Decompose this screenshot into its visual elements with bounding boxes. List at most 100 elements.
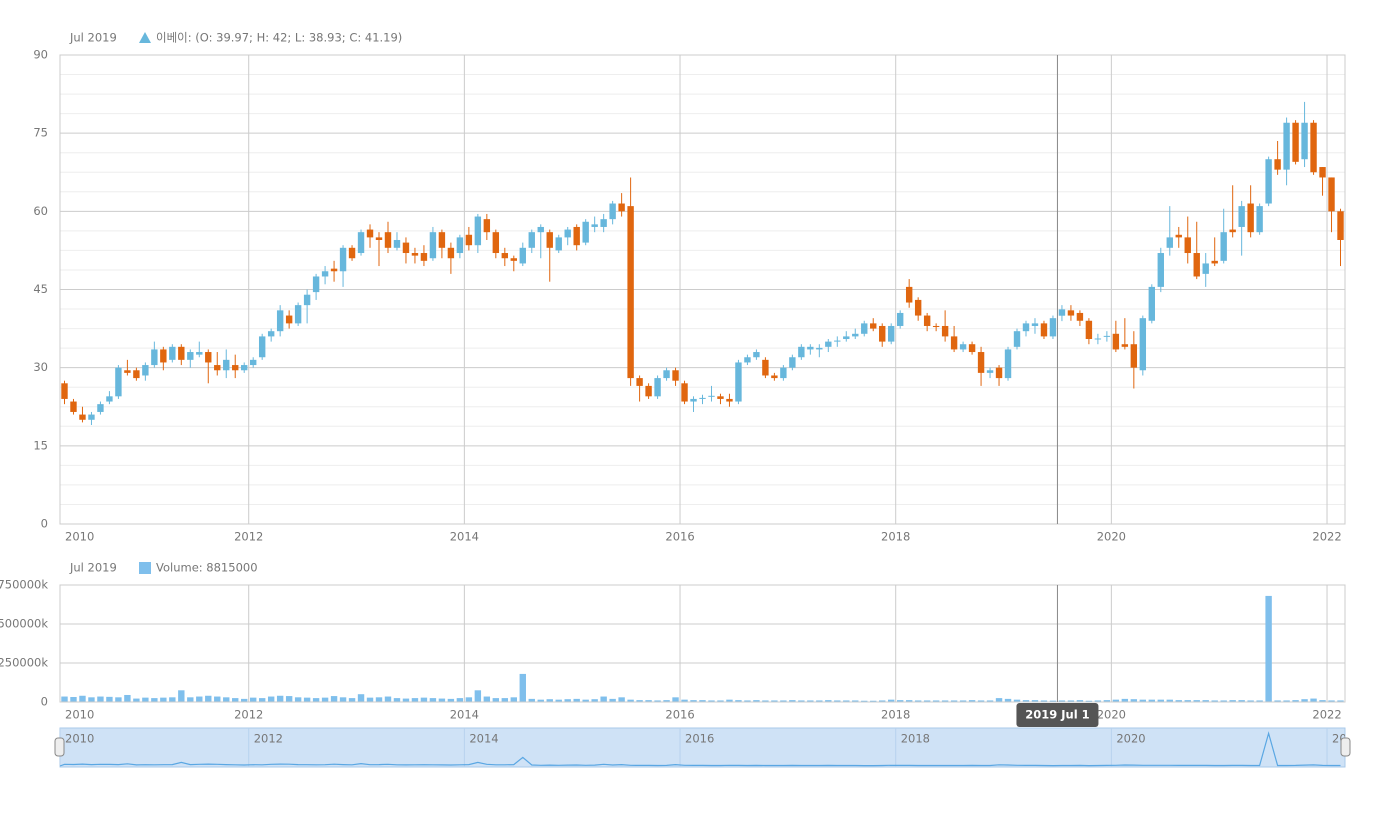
- volume-bar: [1292, 700, 1299, 702]
- candle-body: [393, 239, 401, 248]
- volume-bar: [1094, 700, 1102, 702]
- candle-body: [303, 294, 311, 306]
- candle-body: [142, 365, 149, 376]
- volume-bar: [429, 698, 437, 702]
- volume-bar: [61, 696, 68, 702]
- volume-plot-frame: [59, 584, 1346, 703]
- candle-body: [160, 349, 167, 363]
- candle-body: [753, 352, 760, 358]
- candle-body: [681, 383, 688, 402]
- candle-body: [888, 325, 895, 342]
- volume-bar: [1265, 595, 1272, 702]
- price-legend-icon: [139, 32, 151, 43]
- candle-body: [375, 237, 383, 240]
- volume-bar: [1031, 700, 1039, 702]
- candle-body: [214, 365, 221, 371]
- volume-bar: [276, 695, 284, 702]
- candle-body: [1067, 310, 1075, 316]
- candle-body: [950, 336, 958, 350]
- volume-bar: [852, 700, 859, 702]
- candle-body: [968, 344, 976, 353]
- x-tick-label: 2010: [65, 708, 94, 722]
- volume-bar: [366, 697, 374, 702]
- volume-bar: [789, 700, 796, 702]
- candle-body: [151, 349, 158, 366]
- volume-bar: [1229, 700, 1236, 702]
- candle-body: [1058, 309, 1066, 316]
- navigator-grip-left[interactable]: [54, 737, 65, 757]
- candle-body: [366, 229, 374, 238]
- candle-body: [1094, 338, 1102, 340]
- volume-bar: [870, 700, 877, 702]
- volume-bar: [411, 698, 419, 702]
- candle-body: [798, 346, 805, 358]
- volume-bar: [1184, 700, 1191, 702]
- candle-body: [843, 336, 850, 340]
- volume-bar: [312, 698, 320, 702]
- candle-body: [1166, 237, 1173, 248]
- candle-body: [735, 362, 742, 402]
- candle-body: [312, 276, 320, 293]
- candle-body: [591, 224, 598, 227]
- volume-bar: [1085, 700, 1093, 702]
- candle-body: [1112, 333, 1120, 350]
- candle-body: [510, 258, 517, 261]
- volume-bar: [1157, 699, 1164, 702]
- volume-bar: [1076, 700, 1084, 702]
- navigator[interactable]: [59, 727, 1346, 768]
- candle-body: [456, 237, 464, 254]
- volume-bar: [959, 700, 967, 702]
- volume-bar: [825, 700, 832, 702]
- candle-body: [1040, 323, 1048, 337]
- volume-bar: [645, 700, 652, 702]
- volume-bar: [1058, 700, 1066, 702]
- candle-body: [187, 352, 194, 360]
- candle-body: [905, 286, 913, 303]
- price-plot-frame: [59, 54, 1346, 525]
- volume-bar: [267, 696, 275, 702]
- candle-body: [762, 359, 769, 376]
- candle-body: [249, 359, 257, 366]
- candle-body: [241, 365, 248, 371]
- volume-bar: [843, 700, 850, 702]
- volume-bar: [1040, 700, 1048, 702]
- x-tick-label: 2012: [234, 708, 263, 722]
- candle-body: [618, 203, 625, 212]
- candle-body: [923, 315, 931, 326]
- volume-bar: [1175, 700, 1182, 702]
- candle-body: [789, 357, 796, 368]
- volume-bar: [438, 698, 446, 702]
- candle-body: [1085, 320, 1093, 340]
- candle-body: [294, 305, 302, 324]
- volume-bar: [402, 698, 410, 702]
- volume-bar: [1166, 699, 1173, 702]
- navigator-label: 2012: [254, 732, 283, 746]
- candle-body: [1229, 229, 1236, 233]
- volume-bar: [232, 698, 239, 702]
- volume-bar: [950, 700, 958, 702]
- candle-body: [1337, 211, 1344, 240]
- volume-bar: [1211, 700, 1218, 702]
- volume-bar: [456, 698, 464, 702]
- candle-body: [384, 232, 392, 248]
- volume-bar: [196, 696, 203, 702]
- volume-bar: [241, 698, 248, 702]
- navigator-grip-right[interactable]: [1340, 737, 1351, 757]
- candle-body: [825, 341, 832, 347]
- volume-bar: [762, 700, 769, 702]
- volume-bar: [1301, 699, 1308, 702]
- candle-body: [717, 396, 724, 399]
- volume-bar: [618, 697, 625, 702]
- volume-bar: [1202, 700, 1209, 702]
- volume-bar: [932, 700, 940, 702]
- volume-bar: [492, 698, 500, 702]
- candle-body: [708, 395, 715, 397]
- volume-bar: [528, 698, 535, 702]
- candle-body: [501, 253, 509, 259]
- candle-body: [1184, 237, 1191, 254]
- volume-bar: [717, 700, 724, 702]
- volume-bar: [1337, 700, 1344, 702]
- candle-body: [1220, 232, 1227, 261]
- navigator-label: 2020: [1116, 732, 1145, 746]
- price-legend: 이베이: (O: 39.97; H: 42; L: 38.93; C: 41.1…: [156, 31, 402, 45]
